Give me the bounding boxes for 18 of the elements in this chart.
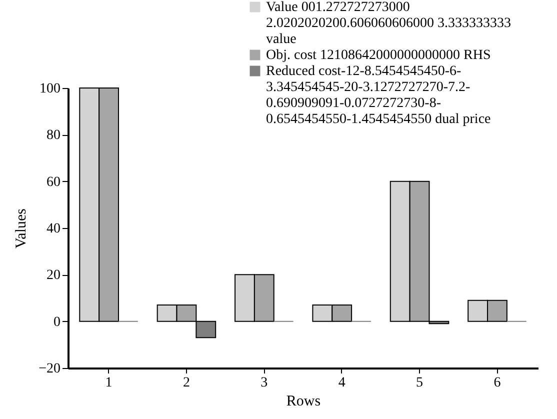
y-tick-label: 100 [40,82,60,96]
x-tick-label: 5 [416,376,424,390]
legend-label: Obj. cost 12108642000000000000 RHS [266,48,491,63]
x-tick-label: 1 [105,376,112,390]
y-tick-label: −20 [38,362,60,376]
x-tick-label: 6 [494,376,501,390]
y-tick-label: 40 [46,222,60,236]
y-axis-title: Values [14,208,30,248]
y-tick-label: 20 [46,268,60,284]
legend-label: Reduced cost-12-8.5454545450-6-3.345454545-20-3.1272727270-7.2-0.690909091-0.0727272730-8-0.6545454550-1.4545454550 dual price [266,64,491,127]
legend-label: Value 001.272727273000 2.0202020200.606060606000 3.333333333 value [266,0,511,47]
y-tick-label: 60 [46,174,60,190]
y-tick-label: 0 [54,314,60,330]
x-tick-label: 3 [260,376,268,390]
x-tick-label: 4 [338,376,346,390]
x-tick-label: 2 [182,376,190,390]
x-axis-title: Rows [286,394,321,410]
y-tick-label: 80 [46,128,60,144]
